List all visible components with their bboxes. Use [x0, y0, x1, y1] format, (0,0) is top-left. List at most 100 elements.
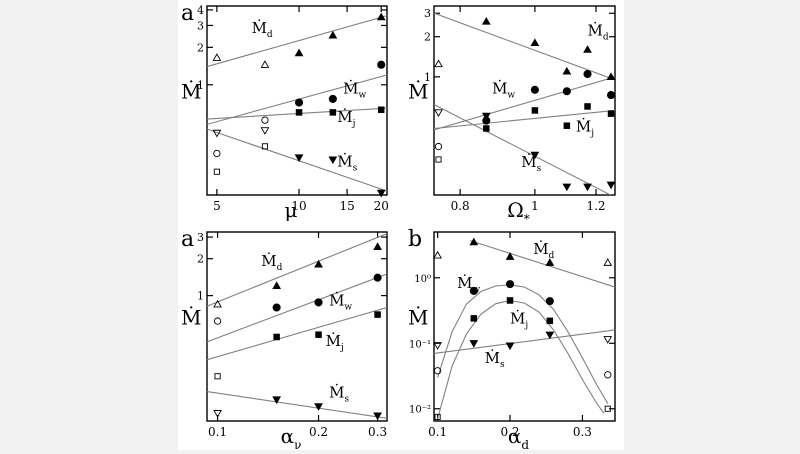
point-mdot-w: [373, 273, 382, 282]
series-label-mdot-s: Ṁs: [485, 349, 505, 370]
point-mdot-s: [583, 183, 592, 192]
series-label-mdot-d: Ṁd: [261, 252, 282, 273]
point-mdot-j: [261, 143, 268, 150]
fit-line-mdot-w: [437, 284, 609, 404]
point-mdot-d: [213, 299, 222, 308]
point-mdot-j: [604, 405, 611, 412]
point-mdot-s: [376, 189, 386, 198]
fit-lines: [434, 240, 615, 420]
point-mdot-j: [295, 109, 303, 116]
plot-frame: [433, 5, 616, 196]
point-mdot-j: [607, 110, 615, 117]
x-tick-label: 0.1: [208, 425, 227, 439]
point-mdot-w: [261, 116, 269, 124]
point-mdot-j: [273, 333, 280, 341]
fit-line-mdot-s: [434, 329, 615, 354]
x-tick-label: 1.2: [586, 199, 605, 213]
point-mdot-s: [434, 109, 443, 118]
x-axis-title: αd: [508, 424, 530, 450]
point-mdot-w: [213, 149, 221, 158]
fit-lines: [434, 12, 615, 195]
x-tick-label: 5: [213, 199, 221, 213]
fit-line-mdot-w: [207, 273, 387, 343]
point-mdot-s: [481, 112, 491, 121]
series-label-mdot-d: Ṁd: [533, 240, 554, 261]
point-mdot-w: [213, 317, 222, 325]
point-mdot-j: [329, 109, 337, 116]
x-tick-label: 0.2: [500, 425, 519, 439]
series-label-mdot-d: Ṁd: [252, 19, 273, 40]
point-mdot-w: [314, 298, 323, 307]
y-tick-label: 2: [424, 31, 431, 44]
point-mdot-w: [434, 142, 443, 151]
x-tick-label: 20: [374, 199, 389, 213]
x-tick-label: 0.8: [451, 199, 470, 213]
y-tick-label: 3: [197, 231, 204, 244]
point-mdot-s: [433, 342, 442, 350]
series-label-mdot-w: Ṁw: [343, 80, 366, 101]
point-mdot-d: [505, 252, 515, 260]
plot-frame: [433, 231, 616, 422]
series-label-mdot-j: Ṁj: [576, 117, 594, 138]
panel-letter: b: [408, 227, 422, 252]
fit-line-mdot-j: [207, 306, 387, 361]
point-mdot-d: [272, 281, 282, 290]
point-mdot-d: [373, 242, 382, 250]
point-mdot-d: [260, 60, 270, 68]
series-label-mdot-w: Ṁw: [492, 80, 515, 101]
point-mdot-j: [214, 373, 221, 380]
point-mdot-s: [373, 412, 382, 421]
y-axis-title: Ṁ: [408, 80, 428, 104]
point-mdot-w: [530, 85, 539, 94]
point-mdot-d: [434, 59, 443, 68]
point-mdot-w: [583, 69, 592, 79]
y-axis-title: Ṁ: [408, 306, 428, 330]
plot-frame: [206, 5, 388, 196]
x-tick-label: 0.3: [368, 425, 387, 439]
point-mdot-j: [213, 168, 220, 175]
point-mdot-d: [212, 53, 222, 61]
point-mdot-j: [531, 107, 539, 114]
series-label-mdot-w: Ṁw: [457, 274, 480, 295]
point-mdot-d: [583, 45, 592, 53]
point-mdot-s: [562, 183, 572, 192]
panel-letter: a: [181, 1, 194, 26]
series-label-mdot-d: Ṁd: [588, 21, 609, 42]
point-mdot-s: [260, 127, 270, 135]
fit-line-mdot-s: [207, 128, 387, 192]
point-mdot-d: [469, 237, 479, 246]
point-mdot-d: [433, 250, 442, 259]
plot-frame: [206, 231, 388, 422]
point-mdot-w: [272, 303, 281, 312]
point-mdot-w: [604, 371, 612, 379]
point-mdot-j: [374, 311, 381, 318]
point-mdot-w: [328, 94, 337, 103]
fit-line-mdot-j: [437, 299, 605, 420]
fit-line-mdot-d: [434, 12, 615, 81]
y-tick-label: 1: [197, 79, 204, 92]
fit-line-mdot-d: [207, 15, 387, 68]
point-mdot-d: [314, 259, 323, 268]
fit-line-mdot-s: [434, 104, 612, 195]
point-mdot-w: [562, 87, 571, 96]
y-tick-label: 4: [197, 4, 204, 17]
x-tick-label: 0.3: [573, 425, 592, 439]
y-tick-label: 3: [424, 7, 431, 20]
y-tick-label: 2: [197, 253, 204, 266]
point-mdot-j: [434, 413, 441, 420]
point-mdot-s: [272, 396, 282, 405]
point-mdot-w: [545, 297, 554, 306]
y-tick-label: 3: [197, 19, 204, 32]
point-mdot-s: [530, 151, 540, 160]
point-mdot-s: [469, 340, 479, 348]
y-axis-title: Ṁ: [181, 306, 201, 330]
point-mdot-d: [545, 258, 555, 266]
point-mdot-w: [295, 98, 304, 107]
panel-p3: 0.1 0.2 0.3 1 2 3 αν Ṁa Ṁd Ṁw Ṁj Ṁs: [181, 227, 388, 452]
series-label-mdot-w: Ṁw: [329, 292, 352, 313]
fit-lines: [207, 233, 387, 419]
panel-p1: 5 10 15 20 1 2 3 4 μ Ṁa Ṁd Ṁw Ṁj Ṁs: [181, 1, 389, 222]
